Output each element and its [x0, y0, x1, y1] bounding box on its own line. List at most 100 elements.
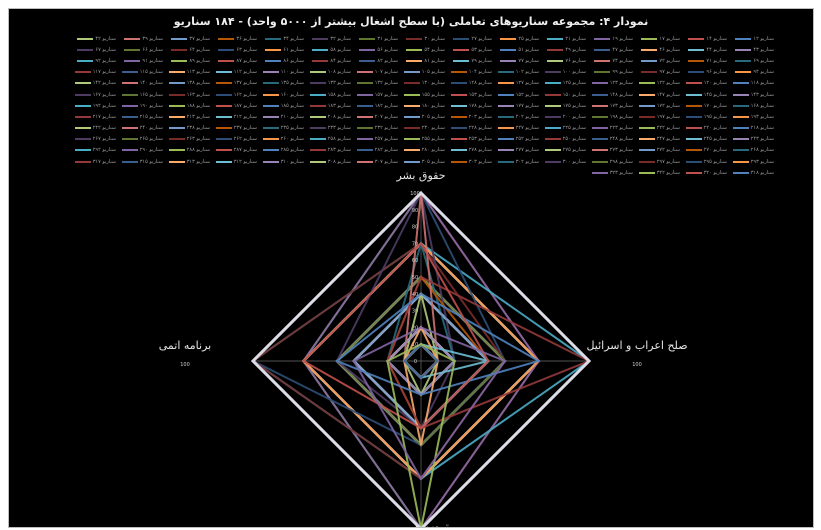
legend-label: سناریو ۹۲ — [95, 57, 116, 64]
legend-swatch — [732, 104, 749, 107]
legend-entry: سناریو ۲۰۵ — [398, 111, 445, 122]
legend-entry: سناریو ۱۰۰ — [539, 67, 586, 78]
legend-label: سناریو ۲۹۷ — [656, 158, 680, 165]
legend-entry: سناریو ۱۱۰ — [257, 67, 304, 78]
legend: سناریو ۱۲ سناریو ۱۴ سناریو ۱۷ سناریو ۱۹ سنار… — [69, 33, 774, 199]
legend-swatch — [594, 59, 611, 62]
legend-entry: سناریو ۲۴۷ — [633, 134, 680, 145]
legend-swatch — [688, 71, 705, 74]
legend-label: سناریو ۲۵۲ — [515, 136, 539, 143]
legend-entry: سناریو ۱۹۳ — [727, 111, 774, 122]
legend-entry: سناریو ۹۹ — [586, 67, 633, 78]
legend-swatch — [544, 115, 561, 118]
legend-swatch — [309, 127, 326, 130]
legend-label: سناریو ۸۲ — [377, 57, 398, 64]
legend-entry: سناریو ۴۶ — [633, 44, 680, 55]
legend-label: سناریو ۳۱۰ — [280, 158, 304, 165]
legend-label: سناریو ۱۳۷ — [233, 80, 257, 87]
legend-swatch — [312, 59, 329, 62]
legend-swatch — [638, 115, 655, 118]
legend-entry: سناریو ۷۹ — [445, 55, 492, 66]
legend-label: سناریو ۷۷ — [518, 57, 539, 64]
legend-entry: سناریو ۳۰۲ — [492, 156, 539, 167]
legend-entry: سناریو ۱۵۵ — [398, 89, 445, 100]
legend-swatch — [168, 104, 185, 107]
legend-entry: سناریو ۳۲۲ — [633, 167, 680, 178]
legend-label: سناریو ۵۴ — [424, 46, 445, 53]
legend-swatch — [356, 138, 373, 141]
tick-label: 50 — [412, 275, 418, 281]
legend-label: سناریو ۶۱ — [283, 46, 304, 53]
legend-swatch — [735, 37, 752, 40]
legend-label: سناریو ۱۹۰ — [139, 102, 163, 109]
legend-swatch — [544, 149, 561, 152]
legend-swatch — [685, 171, 702, 174]
legend-label: سناریو ۲۱۲ — [233, 113, 257, 120]
legend-label: سناریو ۲۱۰ — [280, 113, 304, 120]
legend-entry: سناریو ۱۴۰ — [116, 78, 163, 89]
legend-entry: سناریو ۳۱۳ — [163, 156, 210, 167]
legend-label: سناریو ۲۵ — [518, 35, 539, 42]
legend-swatch — [403, 104, 420, 107]
legend-label: سناریو ۲۷۸ — [468, 147, 492, 154]
legend-label: سناریو ۱۵۰ — [562, 91, 586, 98]
legend-entry: سناریو ۴۲ — [69, 33, 116, 44]
legend-swatch — [732, 127, 749, 130]
legend-swatch — [265, 37, 282, 40]
legend-label: سناریو ۲۰۸ — [327, 113, 351, 120]
legend-label: سناریو ۱۶۰ — [280, 91, 304, 98]
legend-entry: سناریو ۱۹۵ — [680, 111, 727, 122]
legend-swatch — [641, 48, 658, 51]
axis-label: تروریزم — [413, 520, 449, 527]
legend-swatch — [265, 59, 282, 62]
legend-swatch — [735, 48, 752, 51]
legend-label: سناریو ۱۶۸ — [750, 102, 774, 109]
series-group — [250, 189, 592, 527]
legend-label: سناریو ۱۱۰ — [280, 69, 304, 76]
legend-entry: سناریو ۱۴۲ — [69, 78, 116, 89]
legend-entry: سناریو ۱۶۷ — [69, 89, 116, 100]
legend-swatch — [121, 138, 138, 141]
legend-entry: سناریو ۱۴۷ — [633, 89, 680, 100]
legend-label: سناریو ۱۴۳ — [750, 91, 774, 98]
legend-entry: سناریو ۹۴ — [727, 67, 774, 78]
legend-entry: سناریو ۲۷۲ — [633, 145, 680, 156]
legend-label: سناریو ۱۲۳ — [609, 80, 633, 87]
legend-swatch — [77, 59, 94, 62]
legend-entry: سناریو ۲۵۰ — [539, 134, 586, 145]
legend-swatch — [638, 104, 655, 107]
legend-entry: سناریو ۳۰۷ — [351, 156, 398, 167]
legend-label: سناریو ۳۶ — [236, 35, 257, 42]
legend-swatch — [309, 82, 326, 85]
tick-label: 0 — [414, 359, 417, 365]
chart-title: نمودار ۴: مجموعه سناریوهای تعاملی (با سط… — [173, 15, 649, 28]
legend-entry: سناریو ۲۹۳ — [727, 156, 774, 167]
legend-swatch — [356, 93, 373, 96]
legend-swatch — [591, 127, 608, 130]
legend-entry: سناریو ۳۲ — [304, 33, 351, 44]
legend-swatch — [497, 127, 514, 130]
legend-entry: سناریو ۲۰۷ — [351, 111, 398, 122]
axis-label: صلح اعراب و اسرائیل — [586, 339, 687, 352]
legend-entry: سناریو ۲۵۷ — [351, 134, 398, 145]
legend-entry: سناریو ۱۷ — [633, 33, 680, 44]
legend-entry: سناریو ۱۶۲ — [210, 89, 257, 100]
legend-swatch — [547, 37, 564, 40]
legend-swatch — [500, 48, 517, 51]
legend-swatch — [732, 171, 749, 174]
legend-swatch — [215, 93, 232, 96]
legend-entry: سناریو ۲۰۸ — [304, 111, 351, 122]
series-line — [402, 342, 440, 380]
legend-entry: سناریو ۱۱۵ — [116, 67, 163, 78]
legend-entry: سناریو ۱۸۵ — [257, 100, 304, 111]
legend-swatch — [547, 48, 564, 51]
legend-label: سناریو ۲۰۷ — [374, 113, 398, 120]
legend-label: سناریو ۶۷ — [95, 46, 116, 53]
legend-swatch — [497, 104, 514, 107]
legend-label: سناریو ۱۴۲ — [92, 80, 116, 87]
outer-ring — [250, 190, 592, 527]
legend-swatch — [121, 104, 138, 107]
legend-label: سناریو ۶۳ — [236, 46, 257, 53]
legend-entry: سناریو ۴۴ — [680, 44, 727, 55]
legend-label: سناریو ۱۸۷ — [233, 102, 257, 109]
